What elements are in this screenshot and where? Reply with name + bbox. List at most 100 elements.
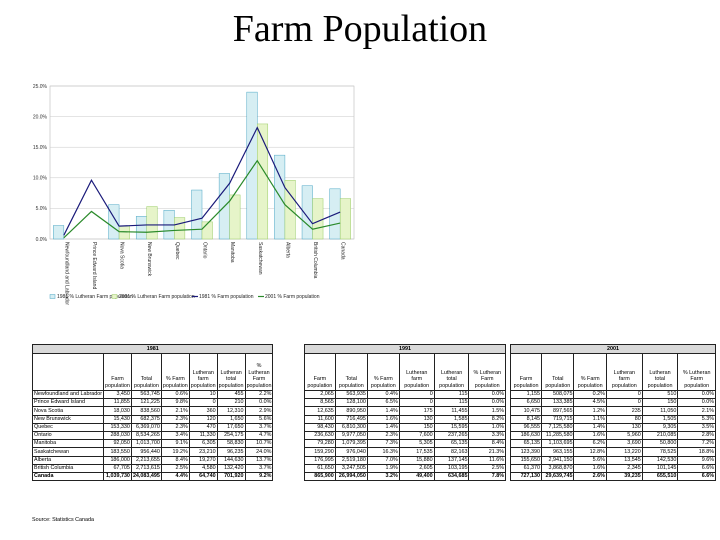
- table-cell: 132,420: [216, 463, 246, 473]
- table-cell: 2,213,655: [130, 455, 162, 465]
- table-cell: 1.9%: [366, 463, 400, 473]
- column-header: Lutheran total population: [433, 353, 470, 391]
- table-cell: 103,195: [433, 463, 470, 473]
- table-cell: 2.5%: [160, 463, 190, 473]
- province-cell: Manitoba: [31, 439, 105, 449]
- column-header: Lutheran total population: [641, 353, 679, 391]
- table-cell: 1.0%: [468, 422, 506, 432]
- table-1991: 1991 Farm population Total population% Fa…: [304, 344, 506, 482]
- table-body: 2,065 563,935 0.4% 0 115 0.0% 8,565 128,100 6.5%…: [304, 389, 506, 482]
- table-row: Alberta 186,000 2,213,655 8.4% 19,270 144,630…: [31, 455, 274, 465]
- table-row: Newfoundland and Labrador 3,450 563,745 0.6…: [31, 389, 274, 400]
- table-cell: 11,285,580: [541, 430, 575, 441]
- table-row: Quebec 153,330 6,369,070 2.3% 470 17,650 3.7%: [31, 422, 274, 432]
- table-cell: 1.1%: [573, 414, 607, 424]
- table-cell: 186,000: [103, 455, 132, 465]
- farm-population-chart: 0.0% 5.0% 10.0% 15.0% 20.0% 25.0% Newfoundland…: [33, 84, 355, 305]
- table-cell: 2.1%: [160, 406, 190, 416]
- table-cell: 2,605: [398, 463, 435, 473]
- table-cell: 2,345: [605, 463, 643, 473]
- table-cell: 4.5%: [573, 398, 607, 408]
- table-cell: 2.2%: [244, 389, 274, 400]
- table-cell: 470: [188, 422, 218, 432]
- table-cell: 0.0%: [468, 398, 506, 408]
- table-cell: 65,135: [433, 439, 470, 449]
- table-cell: 9.2%: [244, 471, 274, 482]
- y-tick-label: 10.0%: [33, 176, 48, 182]
- table-cell: 3.2%: [366, 471, 400, 482]
- table-cell: 5.6%: [244, 414, 274, 424]
- table-cell: 150: [398, 422, 435, 432]
- table-cell: 0.0%: [677, 389, 716, 400]
- table-cell: 13,220: [605, 447, 643, 457]
- table-cell: 1.4%: [366, 406, 400, 416]
- province-cell: Ontario: [31, 430, 105, 441]
- table-cell: 508,075: [541, 389, 575, 400]
- table-cell: 682,375: [130, 414, 162, 424]
- table-cell: 2.5%: [468, 463, 506, 473]
- table-cell: 4.7%: [244, 430, 274, 441]
- table-cell: 159,290: [304, 447, 336, 457]
- table-cell: 455: [216, 389, 246, 400]
- table-cell: 7.3%: [366, 439, 400, 449]
- table-row: 155,650 2,941,150 5.6% 13,545 142,530 9.6%: [509, 455, 716, 465]
- table-cell: 98,430: [304, 422, 336, 432]
- table-cell: 9.6%: [677, 455, 716, 465]
- table-year-header: 2001: [510, 344, 716, 354]
- table-cell: 6.2%: [573, 439, 607, 449]
- table-cell: 963,155: [541, 447, 575, 457]
- table-cell: 50,800: [641, 439, 679, 449]
- table-cell: 11,330: [188, 430, 218, 441]
- table-cell: 11.6%: [468, 455, 506, 465]
- column-header: % Farm population: [160, 353, 190, 391]
- page-title: Farm Population: [232, 8, 488, 50]
- table-cell: 360: [188, 406, 218, 416]
- table-cell: 1,505: [641, 414, 679, 424]
- table-cell: 7.8%: [468, 471, 506, 482]
- x-category-label: Ontario: [202, 242, 208, 259]
- bar: [135, 216, 147, 240]
- y-tick-label: 25.0%: [33, 84, 48, 90]
- table-row: 2,065 563,935 0.4% 0 115 0.0%: [304, 389, 506, 400]
- table-row: 98,430 6,810,300 1.4% 150 15,595 1.0%: [304, 422, 506, 432]
- table-cell: 186,630: [509, 430, 543, 441]
- table-cell: 897,565: [541, 406, 575, 416]
- table-cell: 7,600: [398, 430, 435, 441]
- table-cell: 236,630: [304, 430, 336, 441]
- table-cell: 838,560: [130, 406, 162, 416]
- table-cell: 0.4%: [366, 389, 400, 400]
- table-row: Canada 1,039,730 24,083,495 4.4% 64,740 701,9…: [31, 471, 274, 482]
- bar: [191, 189, 203, 240]
- table-cell: 155,650: [509, 455, 543, 465]
- table-cell: 11,050: [641, 406, 679, 416]
- table-cell: 865,900: [304, 471, 336, 482]
- table-2001: 2001 Farm population Total population% Fa…: [509, 344, 716, 482]
- table-cell: 5.3%: [677, 414, 716, 424]
- table-cell: 3.4%: [160, 430, 190, 441]
- table-cell: 1,079,395: [334, 439, 368, 449]
- x-category-label: Newfoundland and Labrador: [63, 242, 69, 305]
- table-cell: 8,534,265: [130, 430, 162, 441]
- table-cell: 1.4%: [366, 422, 400, 432]
- table-cell: 701,920: [216, 471, 246, 482]
- table-cell: 2.3%: [366, 430, 400, 441]
- table-cell: 16.3%: [366, 447, 400, 457]
- table-cell: 2.6%: [573, 471, 607, 482]
- table-cell: 10.7%: [244, 439, 274, 449]
- table-cell: 67,705: [103, 463, 132, 473]
- table-cell: 183,550: [103, 447, 132, 457]
- table-cell: 2.1%: [677, 406, 716, 416]
- table-cell: 1.6%: [573, 463, 607, 473]
- table-cell: 15,595: [433, 422, 470, 432]
- table-cell: 144,630: [216, 455, 246, 465]
- table-cell: 115: [433, 389, 470, 400]
- province-cell: Saskatchewan: [31, 447, 105, 457]
- province-cell: British Columbia: [31, 463, 105, 473]
- table-cell: 976,040: [334, 447, 368, 457]
- table-cell: 0.6%: [160, 389, 190, 400]
- table-cell: 2,519,180: [334, 455, 368, 465]
- table-cell: 1,103,695: [541, 439, 575, 449]
- table-cell: 254,175: [216, 430, 246, 441]
- column-header: Lutheran farm population: [605, 353, 643, 391]
- table-cell: 49,400: [398, 471, 435, 482]
